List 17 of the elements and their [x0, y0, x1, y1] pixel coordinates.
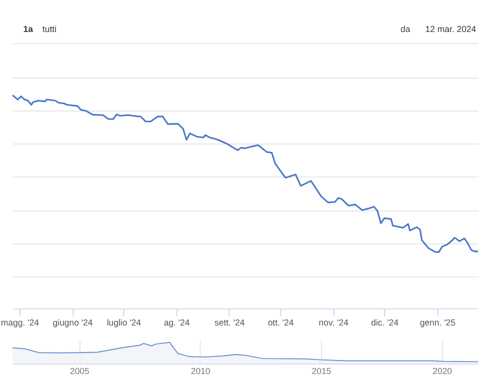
x-tick-label: 2010 [190, 366, 210, 376]
x-tick-label: giugno '24 [52, 317, 93, 328]
x-tick-label: ag. '24 [164, 317, 190, 328]
x-tick-label: 2005 [70, 366, 90, 376]
x-tick-label: nov. '24 [318, 317, 349, 328]
x-tick-label: genn. '25 [420, 317, 456, 328]
x-tick-label: 2020 [432, 366, 452, 376]
x-tick-label: luglio '24 [106, 317, 142, 328]
x-tick-label: magg. '24 [0, 317, 40, 328]
text: da [400, 24, 410, 34]
x-tick-label: dic. '24 [371, 317, 399, 328]
x-tick-label: ott. '24 [268, 317, 294, 328]
text: 12 mar. 2024 [425, 24, 476, 34]
x-tick-label: 2015 [312, 366, 332, 376]
text: 1a [23, 24, 34, 34]
text: tutti [42, 24, 57, 34]
x-tick-label: sett. '24 [214, 317, 245, 328]
